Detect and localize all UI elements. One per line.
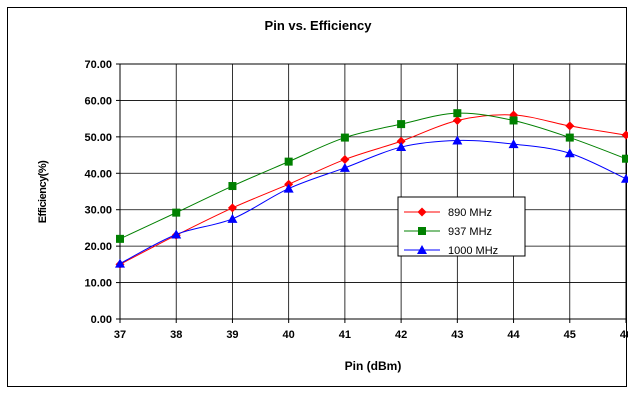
data-point <box>565 121 575 131</box>
data-point <box>172 208 181 217</box>
y-tick-label: 30.00 <box>84 205 112 217</box>
x-tick-label: 40 <box>283 329 295 341</box>
x-axis-label: Pin (dBm) <box>345 359 402 373</box>
series-line <box>119 114 627 265</box>
data-point <box>171 229 182 239</box>
legend-label: 890 MHz <box>448 207 492 219</box>
y-tick-label: 20.00 <box>84 241 112 253</box>
y-tick-label: 70.00 <box>84 59 112 71</box>
y-tick-label: 0.00 <box>91 314 112 326</box>
axis-ticks: 0.00 10.00 20.00 30.00 40.00 50.00 60.00 70.00 3… <box>84 59 628 341</box>
data-point <box>452 115 462 125</box>
legend-box <box>397 196 526 257</box>
x-tick-label: 39 <box>226 329 238 341</box>
series-1000-mhz <box>115 135 628 268</box>
data-point <box>115 258 125 268</box>
y-tick-label: 40.00 <box>84 168 112 180</box>
gridlines <box>120 64 626 319</box>
x-tick-label: 38 <box>170 329 182 341</box>
data-point <box>396 136 406 146</box>
x-tick-label: 37 <box>114 329 126 341</box>
x-tick-label: 46 <box>620 329 628 341</box>
legend-label: 937 MHz <box>448 226 492 238</box>
data-point <box>565 133 574 142</box>
data-point <box>621 173 628 183</box>
data-point <box>564 148 575 158</box>
x-tick-label: 41 <box>339 329 351 341</box>
data-point <box>508 139 519 149</box>
data-point <box>228 182 237 191</box>
data-point <box>283 183 294 193</box>
data-point <box>452 135 463 145</box>
y-tick-label: 60.00 <box>84 95 112 107</box>
data-point <box>453 109 462 118</box>
data-point <box>417 207 427 217</box>
series-lines <box>115 109 628 269</box>
efficiency-chart: Pin vs. Efficiency 0.00 10.00 20.00 30.00 40… <box>37 18 628 373</box>
data-point <box>227 203 237 213</box>
x-tick-label: 45 <box>564 329 576 341</box>
data-point <box>418 227 426 235</box>
plot-area <box>119 63 627 320</box>
data-point <box>284 157 293 166</box>
data-point <box>340 133 349 142</box>
series-line <box>119 139 627 265</box>
data-point <box>509 116 518 125</box>
data-point <box>340 154 350 164</box>
legend: 890 MHz 937 MHz 1000 MHz <box>397 196 526 257</box>
data-point <box>622 154 628 163</box>
data-point <box>621 130 628 140</box>
x-tick-label: 44 <box>507 329 520 341</box>
series-line <box>119 112 627 240</box>
data-point <box>396 142 407 152</box>
series-937-mhz <box>116 109 628 243</box>
y-tick-label: 50.00 <box>84 132 112 144</box>
y-tick-label: 10.00 <box>84 278 112 290</box>
data-point <box>417 245 427 254</box>
data-point <box>339 162 350 172</box>
x-tick-label: 42 <box>395 329 407 341</box>
data-point <box>397 120 406 129</box>
y-axis-label: Efficiency(%) <box>37 160 49 223</box>
x-tick-label: 43 <box>451 329 463 341</box>
legend-label: 1000 MHz <box>448 245 498 257</box>
chart-frame: Pin vs. Efficiency 0.00 10.00 20.00 30.00 40… <box>7 7 628 387</box>
chart-title: Pin vs. Efficiency <box>265 18 373 33</box>
data-point <box>227 213 238 223</box>
data-point <box>116 234 124 243</box>
